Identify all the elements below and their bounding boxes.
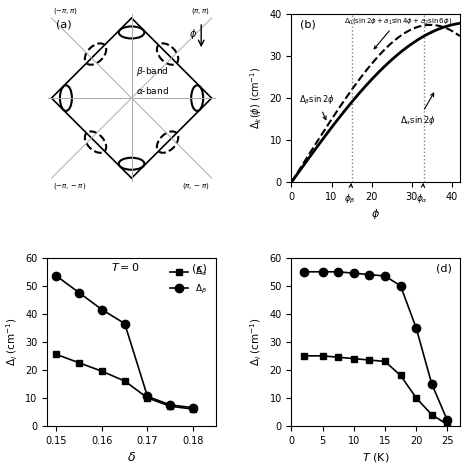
Text: $\Delta_\alpha \sin 2\phi$: $\Delta_\alpha \sin 2\phi$ bbox=[400, 93, 436, 127]
Text: $\Delta_0(\sin 2\phi +a_1\sin 4\phi +a_2\sin 6\phi)$: $\Delta_0(\sin 2\phi +a_1\sin 4\phi +a_2… bbox=[344, 16, 452, 49]
Text: (d): (d) bbox=[436, 263, 452, 273]
Text: (b): (b) bbox=[300, 20, 316, 29]
Text: $\beta$-band: $\beta$-band bbox=[136, 65, 168, 78]
Text: $(\pi,\pi)$: $(\pi,\pi)$ bbox=[191, 6, 210, 15]
Y-axis label: $\Delta_k(\phi)\ (\mathrm{cm}^{-1})$: $\Delta_k(\phi)\ (\mathrm{cm}^{-1})$ bbox=[248, 67, 264, 129]
Legend: $\Delta_\alpha$, $\Delta_\beta$: $\Delta_\alpha$, $\Delta_\beta$ bbox=[166, 262, 211, 300]
Text: $\alpha$-band: $\alpha$-band bbox=[136, 85, 169, 96]
Text: $(\pi,-\pi)$: $(\pi,-\pi)$ bbox=[182, 181, 210, 190]
Text: $\phi_\alpha$: $\phi_\alpha$ bbox=[416, 184, 428, 205]
Text: (a): (a) bbox=[55, 20, 71, 29]
Text: $(-\pi,\pi)$: $(-\pi,\pi)$ bbox=[53, 6, 78, 15]
Text: (c): (c) bbox=[192, 263, 207, 273]
X-axis label: $\phi$: $\phi$ bbox=[371, 207, 380, 221]
Y-axis label: $\Delta_l\ (\mathrm{cm}^{-1})$: $\Delta_l\ (\mathrm{cm}^{-1})$ bbox=[4, 317, 20, 366]
Text: $\Delta_\beta \sin 2\phi$: $\Delta_\beta \sin 2\phi$ bbox=[300, 94, 335, 120]
Text: $\phi_\beta$: $\phi_\beta$ bbox=[344, 184, 356, 205]
X-axis label: $\delta$: $\delta$ bbox=[127, 451, 136, 464]
Text: $T=0$: $T=0$ bbox=[111, 261, 140, 273]
Text: $(-\pi,-\pi)$: $(-\pi,-\pi)$ bbox=[53, 181, 86, 190]
Y-axis label: $\Delta_l\ (\mathrm{cm}^{-1})$: $\Delta_l\ (\mathrm{cm}^{-1})$ bbox=[248, 317, 264, 366]
X-axis label: $T\ (\mathrm{K})$: $T\ (\mathrm{K})$ bbox=[362, 451, 389, 464]
Text: $\phi$: $\phi$ bbox=[189, 27, 197, 41]
